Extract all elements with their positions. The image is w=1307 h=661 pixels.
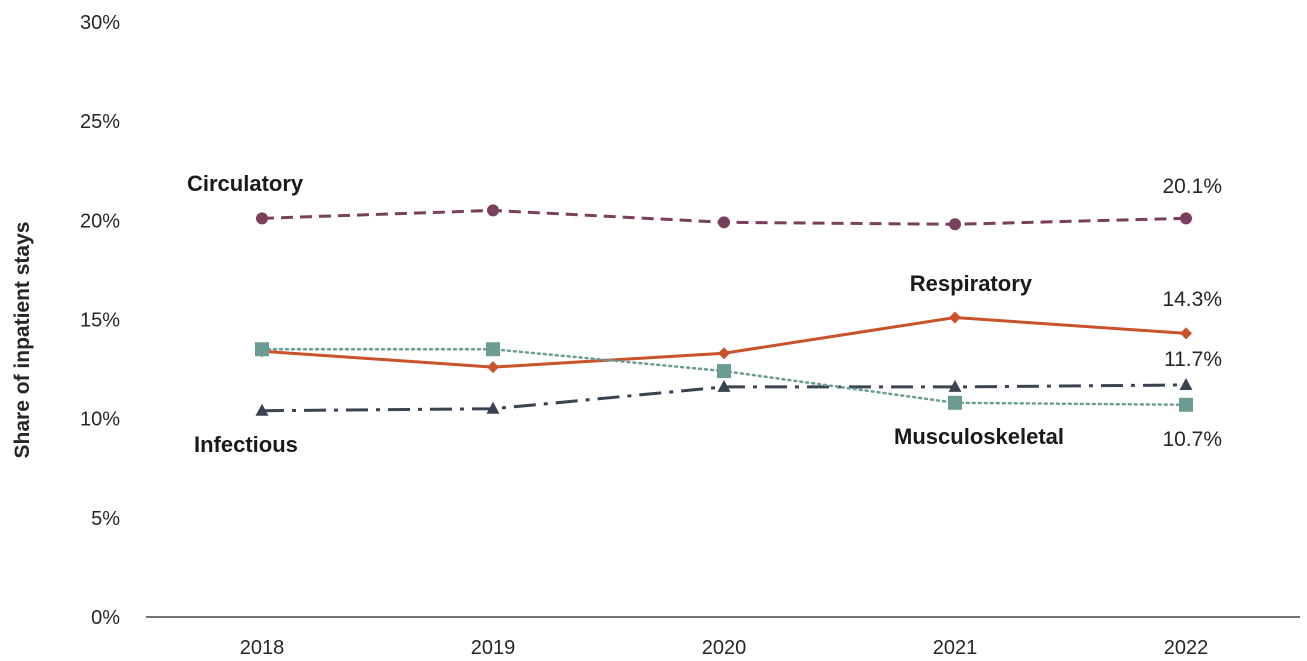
x-tick-label: 2020 bbox=[702, 637, 747, 659]
end-value-label-infectious: 11.7% bbox=[1164, 348, 1222, 371]
data-point-musculoskeletal bbox=[948, 395, 962, 410]
y-tick-label: 30% bbox=[80, 12, 120, 34]
y-axis-label: Share of inpatient stays bbox=[11, 222, 34, 459]
end-value-label-respiratory: 14.3% bbox=[1162, 288, 1222, 311]
series-label-infectious: Infectious bbox=[194, 432, 298, 457]
y-tick-label: 0% bbox=[91, 607, 120, 629]
data-point-musculoskeletal bbox=[717, 364, 731, 379]
x-tick-label: 2018 bbox=[240, 637, 285, 659]
data-point-respiratory bbox=[949, 311, 961, 324]
data-point-respiratory bbox=[1180, 327, 1192, 340]
y-tick-label: 5% bbox=[91, 508, 120, 530]
data-point-musculoskeletal bbox=[486, 342, 500, 357]
data-point-circulatory bbox=[718, 216, 730, 229]
x-tick-label: 2021 bbox=[933, 637, 978, 659]
data-point-infectious bbox=[255, 403, 269, 416]
data-point-infectious bbox=[1179, 377, 1193, 390]
data-point-infectious bbox=[948, 379, 962, 392]
x-tick-label: 2022 bbox=[1164, 637, 1209, 659]
series-labels: Circulatory 20.1% Respiratory 14.3% Infectio… bbox=[187, 171, 1222, 457]
end-value-label-musculoskeletal: 10.7% bbox=[1162, 428, 1222, 451]
x-ticks: 2018 2019 2020 2021 2022 bbox=[240, 637, 1209, 659]
y-tick-label: 10% bbox=[80, 409, 120, 431]
series-label-musculoskeletal: Musculoskeletal bbox=[894, 424, 1064, 449]
y-tick-label: 25% bbox=[80, 111, 120, 133]
data-point-infectious bbox=[717, 379, 731, 392]
x-tick-label: 2019 bbox=[471, 637, 516, 659]
end-value-label-circulatory: 20.1% bbox=[1162, 175, 1222, 198]
data-point-respiratory bbox=[718, 347, 730, 360]
data-point-musculoskeletal bbox=[1179, 397, 1193, 412]
series-label-respiratory: Respiratory bbox=[910, 271, 1033, 296]
data-point-respiratory bbox=[487, 361, 499, 374]
data-point-circulatory bbox=[487, 204, 499, 217]
data-point-circulatory bbox=[949, 218, 961, 231]
y-tick-label: 15% bbox=[80, 310, 120, 332]
data-point-infectious bbox=[486, 401, 500, 414]
data-point-circulatory bbox=[256, 212, 268, 225]
y-tick-label: 20% bbox=[80, 210, 120, 232]
data-point-musculoskeletal bbox=[255, 342, 269, 357]
y-ticks: 0% 5% 10% 15% 20% 25% 30% bbox=[80, 12, 120, 629]
series-markers bbox=[255, 204, 1193, 416]
series-line-respiratory bbox=[261, 316, 1187, 369]
series-label-circulatory: Circulatory bbox=[187, 171, 304, 196]
data-point-circulatory bbox=[1180, 212, 1192, 225]
